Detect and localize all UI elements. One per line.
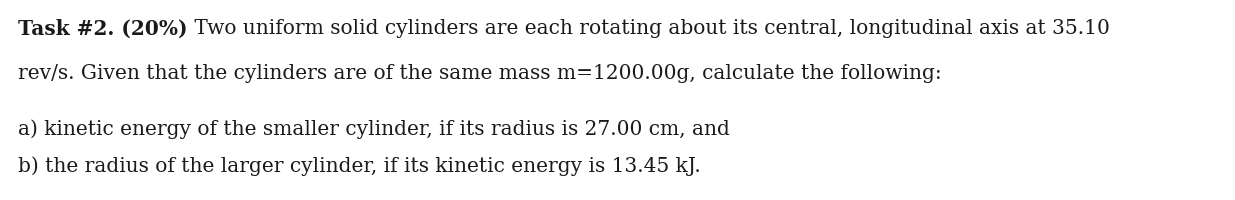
Text: a) kinetic energy of the smaller cylinder, if its radius is 27.00 cm, and: a) kinetic energy of the smaller cylinde… [19,118,730,138]
Text: Task #2. (20%): Task #2. (20%) [19,19,188,39]
Text: b) the radius of the larger cylinder, if its kinetic energy is 13.45 kJ.: b) the radius of the larger cylinder, if… [19,155,700,175]
Text: Two uniform solid cylinders are each rotating about its central, longitudinal ax: Two uniform solid cylinders are each rot… [188,19,1109,38]
Text: rev/s. Given that the cylinders are of the same mass m=1200.00g, calculate the f: rev/s. Given that the cylinders are of t… [19,64,942,83]
